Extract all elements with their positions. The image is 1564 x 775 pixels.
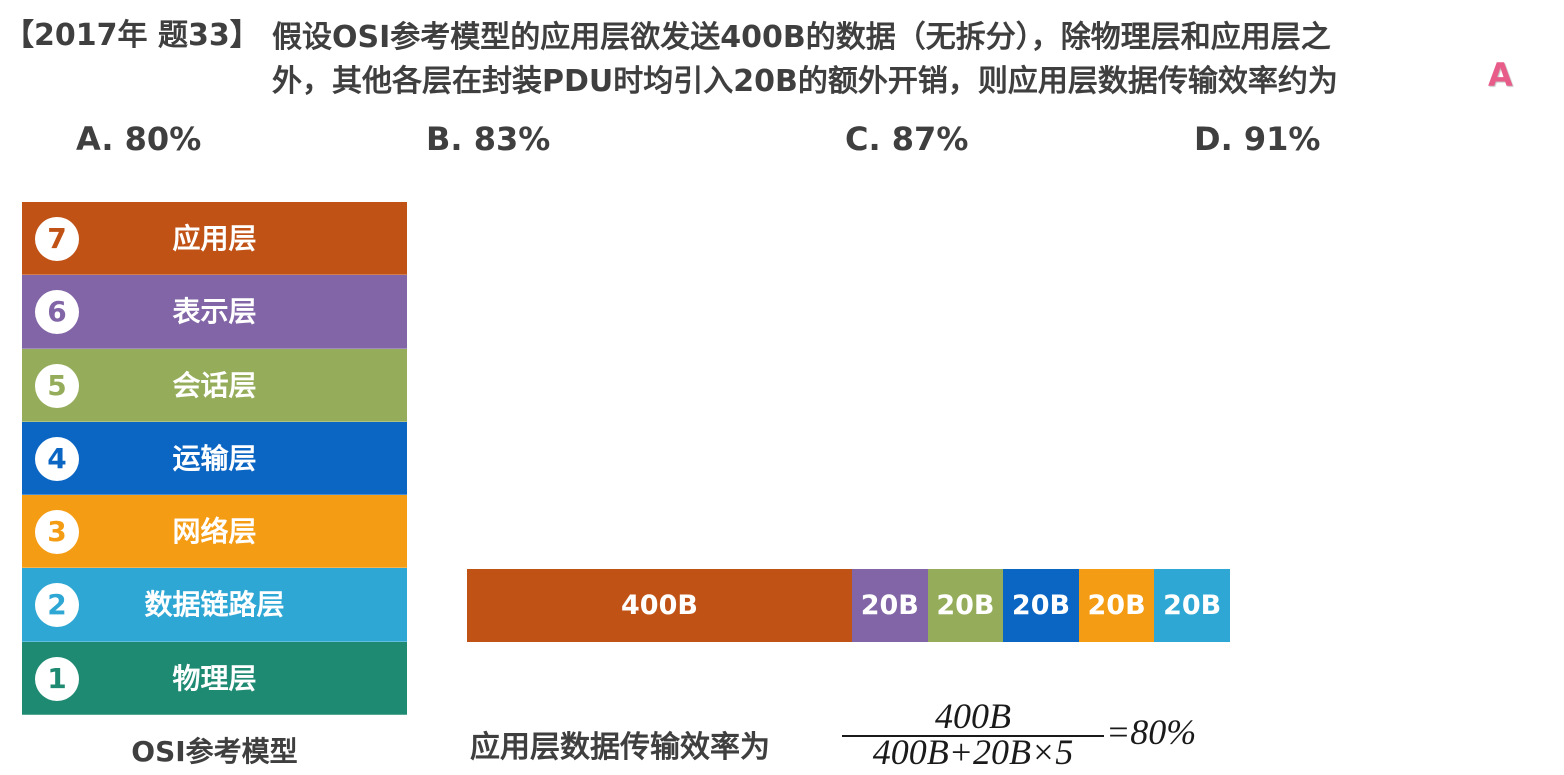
osi-layer-2: 2 数据链路层 xyxy=(22,568,407,642)
layer-number-badge: 1 xyxy=(35,656,79,701)
osi-layer-3: 3 网络层 xyxy=(22,495,407,569)
efficiency-label: 应用层数据传输效率为 xyxy=(470,730,770,765)
layer-name: 物理层 xyxy=(172,661,257,695)
option-b: B. 83% xyxy=(426,120,551,158)
pdu-bar: 400B 20B 20B 20B 20B 20B xyxy=(467,569,1230,642)
efficiency-result: =80% xyxy=(1106,712,1197,752)
pdu-header-segment: 20B xyxy=(1078,569,1155,642)
layer-name: 网络层 xyxy=(172,515,257,549)
fraction-numerator: 400B xyxy=(935,696,1011,736)
pdu-data-segment: 400B xyxy=(467,569,852,642)
osi-layer-7: 7 应用层 xyxy=(22,202,407,276)
layer-number-badge: 6 xyxy=(35,290,79,335)
osi-layer-1: 1 物理层 xyxy=(22,641,407,716)
fraction-denominator: 400B+20B×5 xyxy=(872,732,1074,772)
layer-name: 表示层 xyxy=(172,295,257,329)
osi-layer-4: 4 运输层 xyxy=(22,421,407,496)
fraction-bar xyxy=(842,735,1104,737)
pdu-header-segment: 20B xyxy=(1003,569,1079,642)
question-text-line2: 外，其他各层在封装PDU时均引入20B的额外开销，则应用层数据传输效率约为 xyxy=(272,64,1338,99)
layer-number-badge: 5 xyxy=(35,363,79,408)
layer-name: 会话层 xyxy=(172,368,257,402)
option-a: A. 80% xyxy=(76,120,202,158)
layer-number-badge: 2 xyxy=(35,583,79,628)
question-text-line1: 假设OSI参考模型的应用层欲发送400B的数据（无拆分），除物理层和应用层之 xyxy=(272,20,1331,55)
layer-number-badge: 7 xyxy=(35,217,79,261)
option-d: D. 91% xyxy=(1194,120,1321,158)
layer-name: 运输层 xyxy=(172,441,257,475)
osi-layer-stack: 7 应用层 6 表示层 5 会话层 4 运输层 3 网络层 2 数据链路层 1 … xyxy=(22,202,407,716)
pdu-header-segment: 20B xyxy=(852,569,928,642)
layer-name: 应用层 xyxy=(172,222,257,255)
osi-model-caption: OSI参考模型 xyxy=(131,735,298,768)
layer-number-badge: 4 xyxy=(35,436,79,481)
osi-layer-6: 6 表示层 xyxy=(22,275,407,349)
layer-name: 数据链路层 xyxy=(144,588,285,622)
pdu-header-segment: 20B xyxy=(927,569,1004,642)
answer-mark: A xyxy=(1488,56,1513,94)
option-c: C. 87% xyxy=(845,120,969,158)
pdu-header-segment: 20B xyxy=(1154,569,1230,642)
osi-layer-5: 5 会话层 xyxy=(22,348,407,422)
question-tag: 【2017年 题33】 xyxy=(4,18,260,53)
layer-number-badge: 3 xyxy=(35,510,79,555)
